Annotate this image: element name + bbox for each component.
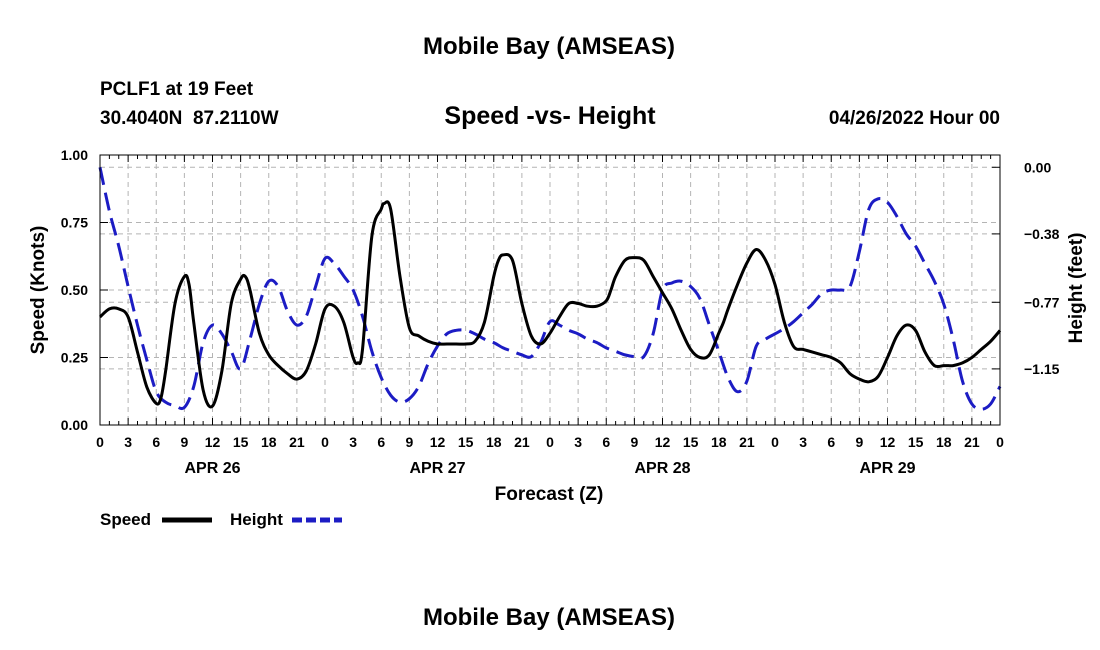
axes: 0 3 6 9 12 15 18 21 0 3 6 9 12 15 18 21 0 3 6 9 12 15 18 21 0 3 6 9… [61,147,1060,477]
y2-tick-label: 0.00 [1024,159,1051,175]
legend-speed-label: Speed [100,510,151,529]
x-tick-label: 6 [377,434,385,450]
x-tick-label: 21 [739,434,755,450]
x-tick-label: 0 [321,434,329,450]
y-tick-label: 0.00 [61,417,88,433]
y-tick-label: 0.25 [61,350,88,366]
x-tick-label: 18 [936,434,952,450]
x-tick-label: 15 [908,434,924,450]
x-tick-label: 0 [96,434,104,450]
x-tick-label: 9 [630,434,638,450]
x-tick-label: 18 [711,434,727,450]
x-tick-label: 6 [152,434,160,450]
x-tick-label: 18 [486,434,502,450]
x-tick-label: 15 [458,434,474,450]
y2-tick-label: −1.15 [1024,361,1060,377]
x-tick-label: 3 [799,434,807,450]
y-tick-label: 0.50 [61,282,88,298]
x-tick-label: 21 [964,434,980,450]
x-tick-label: 15 [683,434,699,450]
x-tick-label: 12 [655,434,671,450]
day-label: APR 28 [634,460,690,477]
x-tick-label: 3 [574,434,582,450]
x-tick-label: 12 [880,434,896,450]
forecast-datetime: 04/26/2022 Hour 00 [829,108,1000,129]
x-tick-label: 0 [771,434,779,450]
x-tick-label: 9 [180,434,188,450]
x-axis-label: Forecast (Z) [495,484,604,505]
y-tick-label: 0.75 [61,215,88,231]
x-tick-label: 0 [546,434,554,450]
y-tick-label: 1.00 [61,147,88,163]
y2-tick-label: −0.77 [1024,294,1060,310]
x-tick-label: 18 [261,434,277,450]
height-series-line [98,166,1002,411]
x-tick-label: 6 [602,434,610,450]
speed-series-line [98,200,1002,409]
legend: Speed Height [100,510,342,529]
day-label: APR 27 [409,460,465,477]
x-tick-label: 6 [827,434,835,450]
chart-subtitle: Speed -vs- Height [444,102,656,130]
y-axis-label: Speed (Knots) [28,226,49,355]
series-lines [98,166,1002,411]
top-title: Mobile Bay (AMSEAS) [423,33,675,60]
day-label: APR 26 [184,460,240,477]
x-tick-label: 21 [514,434,530,450]
bottom-title: Mobile Bay (AMSEAS) [423,604,675,631]
x-tick-label: 0 [996,434,1004,450]
x-tick-label: 21 [289,434,305,450]
x-tick-label: 3 [124,434,132,450]
x-tick-label: 9 [405,434,413,450]
x-tick-label: 12 [205,434,221,450]
x-tick-label: 15 [233,434,249,450]
y2-tick-label: −0.38 [1024,226,1060,242]
x-tick-label: 3 [349,434,357,450]
station-label: PCLF1 at 19 Feet [100,79,254,100]
coordinates-label: 30.4040N 87.2110W [100,108,279,129]
legend-height-label: Height [230,510,283,529]
y2-axis-label: Height (feet) [1066,233,1087,344]
x-tick-label: 12 [430,434,446,450]
x-tick-label: 9 [855,434,863,450]
day-label: APR 29 [859,460,915,477]
